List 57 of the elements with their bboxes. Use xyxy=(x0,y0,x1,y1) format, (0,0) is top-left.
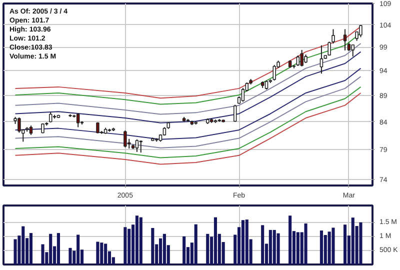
bar xyxy=(272,230,276,264)
bar xyxy=(245,220,248,264)
bar xyxy=(14,239,17,264)
bar xyxy=(76,234,80,264)
bar xyxy=(162,234,166,264)
candlestick xyxy=(29,125,33,136)
bar xyxy=(351,218,354,264)
bar xyxy=(194,224,198,264)
candlestick xyxy=(351,44,354,57)
bar xyxy=(304,223,308,264)
candlestick xyxy=(76,112,80,128)
bar xyxy=(22,226,25,264)
bar xyxy=(139,217,142,264)
candlestick xyxy=(48,112,52,123)
candlestick xyxy=(241,87,245,102)
bar xyxy=(343,224,347,264)
bar xyxy=(29,233,33,264)
candlestick xyxy=(18,116,21,134)
bar xyxy=(241,220,244,264)
bar xyxy=(100,242,104,264)
bar xyxy=(214,217,218,264)
bar xyxy=(296,232,300,264)
bar xyxy=(158,238,162,264)
bar xyxy=(288,216,292,264)
bar xyxy=(320,230,323,264)
candlestick xyxy=(343,28,347,51)
bar xyxy=(328,232,331,264)
candlestick xyxy=(300,49,304,67)
candlestick xyxy=(320,44,324,74)
bar xyxy=(135,216,138,264)
candlestick xyxy=(124,130,127,148)
line-series xyxy=(14,92,362,165)
bar xyxy=(104,244,108,264)
bar xyxy=(332,228,335,264)
candlestick xyxy=(296,55,300,66)
bar xyxy=(268,230,272,264)
line-series xyxy=(14,76,362,148)
bar xyxy=(49,234,52,264)
line-series xyxy=(14,68,362,140)
candlestick xyxy=(272,64,276,81)
bar xyxy=(359,222,362,264)
bar xyxy=(151,228,154,264)
bar xyxy=(128,228,131,264)
candlestick xyxy=(139,140,143,154)
candlestick xyxy=(233,104,237,122)
bar xyxy=(68,248,72,264)
bar xyxy=(206,234,210,264)
bar xyxy=(182,236,186,264)
bar xyxy=(56,233,60,264)
bar xyxy=(41,244,44,264)
line-series xyxy=(14,86,362,158)
bar xyxy=(276,233,280,264)
candlestick xyxy=(359,24,362,38)
candlestick xyxy=(135,138,139,152)
bar xyxy=(124,227,127,264)
bar xyxy=(96,242,100,264)
bar xyxy=(261,225,264,264)
